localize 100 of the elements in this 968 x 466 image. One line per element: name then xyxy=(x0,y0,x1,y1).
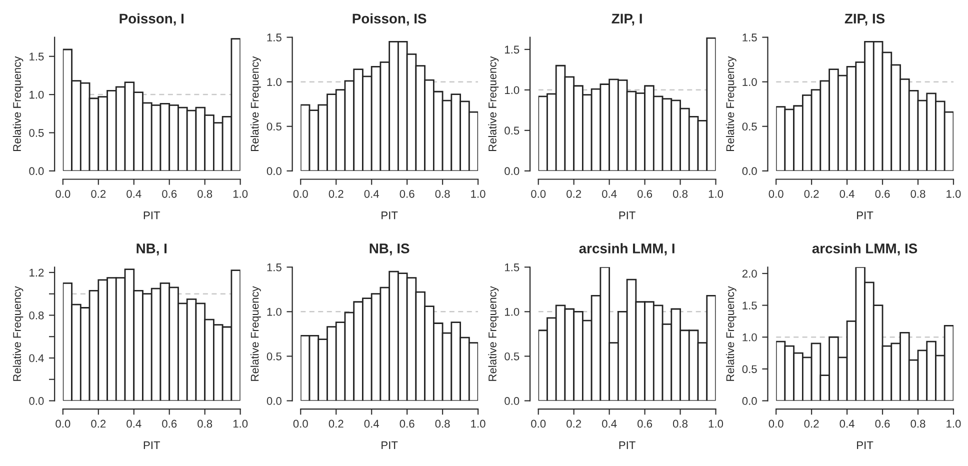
y-tick-label: 0.0 xyxy=(504,167,520,176)
y-tick-label: 0.5 xyxy=(742,365,757,374)
y-axis-title: Relative Frequency xyxy=(12,286,24,381)
x-tick-label: 0.4 xyxy=(126,420,142,428)
y-tick-label: 1.5 xyxy=(267,264,282,272)
x-tick-label: 0.2 xyxy=(328,420,344,428)
x-tick-label: 0.6 xyxy=(638,190,652,198)
chart-title: arcsinh LMM, IS xyxy=(812,243,918,256)
x-tick-label: 0.6 xyxy=(875,190,890,198)
y-tick-label: 1.5 xyxy=(742,302,757,310)
y-tick-label: 1.5 xyxy=(505,46,520,54)
x-tick-label: 0.0 xyxy=(293,190,308,198)
x-tick-label: 1.0 xyxy=(708,420,724,428)
y-tick-label: 1.5 xyxy=(742,34,757,42)
x-tick-label: 0.8 xyxy=(910,420,926,428)
x-tick-label: 0.2 xyxy=(91,420,106,428)
y-axis-title: Relative Frequency xyxy=(726,56,736,152)
x-tick-label: 0.4 xyxy=(364,420,379,428)
chart-title: ZIP, IS xyxy=(844,14,885,26)
x-tick-label: 0.0 xyxy=(56,190,70,198)
y-tick-label: 0.0 xyxy=(742,167,757,176)
x-axis-title: PIT xyxy=(857,212,874,220)
x-tick-label: 0.2 xyxy=(566,190,582,198)
x-tick-label: 1.0 xyxy=(233,420,248,428)
x-axis-title: PIT xyxy=(619,212,636,220)
y-tick-label: 0.0 xyxy=(29,167,44,176)
y-tick-label: 1.5 xyxy=(267,34,282,42)
y-tick-label: 0.5 xyxy=(742,122,757,131)
y-axis-title: Relative Frequency xyxy=(726,286,736,381)
x-tick-label: 0.6 xyxy=(875,420,890,428)
y-tick-label: 2.0 xyxy=(742,270,757,278)
x-axis-title: PIT xyxy=(619,441,636,450)
y-tick-label: 0.0 xyxy=(504,397,520,405)
x-tick-label: 0.6 xyxy=(638,420,652,428)
x-tick-label: 0.2 xyxy=(804,190,819,198)
x-tick-label: 0.0 xyxy=(293,420,308,428)
y-tick-label: 1.0 xyxy=(505,86,520,94)
x-tick-label: 0.6 xyxy=(400,190,414,198)
y-tick-label: 0.0 xyxy=(742,397,757,405)
x-tick-label: 0.8 xyxy=(198,420,212,428)
y-tick-label: 0.0 xyxy=(266,397,282,405)
y-axis-title: Relative Frequency xyxy=(12,56,24,152)
x-tick-label: 1.0 xyxy=(946,190,961,198)
y-axis-title: Relative Frequency xyxy=(250,286,261,381)
y-tick-label: 1.5 xyxy=(30,52,44,61)
y-tick-label: 1.5 xyxy=(505,264,520,272)
y-tick-label: 1.0 xyxy=(742,333,757,342)
y-tick-label: 1.0 xyxy=(267,78,282,86)
x-tick-label: 0.0 xyxy=(768,190,784,198)
x-axis-title: PIT xyxy=(382,212,398,220)
x-tick-label: 0.2 xyxy=(804,420,819,428)
x-tick-label: 0.6 xyxy=(162,420,177,428)
y-tick-label: 0.8 xyxy=(29,312,44,320)
x-tick-label: 0.0 xyxy=(531,420,546,428)
y-tick-label: 0.0 xyxy=(29,397,44,405)
x-tick-label: 1.0 xyxy=(708,190,724,198)
x-tick-label: 0.0 xyxy=(56,420,70,428)
x-tick-label: 1.0 xyxy=(233,190,248,198)
chart-title: NB, I xyxy=(136,244,167,256)
chart-title: ZIP, I xyxy=(612,14,642,26)
y-tick-label: 1.0 xyxy=(30,90,44,99)
x-tick-label: 0.8 xyxy=(435,420,450,428)
y-tick-label: 1.0 xyxy=(742,78,757,86)
x-tick-label: 0.8 xyxy=(672,420,688,428)
y-tick-label: 0.0 xyxy=(266,167,282,176)
x-tick-label: 0.8 xyxy=(910,190,926,198)
chart-title: Poisson, IS xyxy=(352,13,426,26)
x-tick-label: 0.0 xyxy=(768,420,784,428)
x-tick-label: 0.2 xyxy=(566,420,582,428)
chart-title: arcsinh LMM, I xyxy=(579,243,674,256)
y-tick-label: 1.0 xyxy=(505,308,520,316)
x-tick-label: 1.0 xyxy=(471,420,486,428)
x-axis-title: PIT xyxy=(144,212,160,220)
x-tick-label: 0.4 xyxy=(126,190,142,198)
x-tick-label: 0.6 xyxy=(162,190,177,198)
y-axis-title: Relative Frequency xyxy=(250,56,261,152)
x-axis-title: PIT xyxy=(857,441,874,450)
x-tick-label: 0.4 xyxy=(364,190,379,198)
x-tick-label: 0.0 xyxy=(531,190,546,198)
y-tick-label: 1.0 xyxy=(267,308,282,316)
chart-title: NB, IS xyxy=(370,244,410,256)
y-tick-label: 1.2 xyxy=(30,268,44,276)
x-axis-title: PIT xyxy=(382,441,398,450)
x-tick-label: 0.2 xyxy=(328,190,344,198)
x-tick-label: 0.8 xyxy=(672,190,688,198)
y-tick-label: 0.4 xyxy=(29,354,44,362)
x-tick-label: 0.6 xyxy=(400,420,414,428)
chart-title: Poisson, I xyxy=(120,13,184,26)
y-tick-label: 0.5 xyxy=(504,352,520,360)
x-tick-label: 0.4 xyxy=(602,420,617,428)
y-tick-label: 0.5 xyxy=(29,129,44,137)
x-axis-title: PIT xyxy=(144,441,160,450)
y-tick-label: 0.5 xyxy=(504,126,520,135)
y-tick-label: 0.5 xyxy=(266,352,282,360)
x-tick-label: 0.2 xyxy=(91,190,106,198)
x-tick-label: 0.8 xyxy=(198,190,212,198)
y-tick-label: 0.5 xyxy=(266,122,282,131)
y-axis-title: Relative Frequency xyxy=(488,286,499,381)
x-tick-label: 0.4 xyxy=(840,190,854,198)
x-tick-label: 1.0 xyxy=(946,420,961,428)
